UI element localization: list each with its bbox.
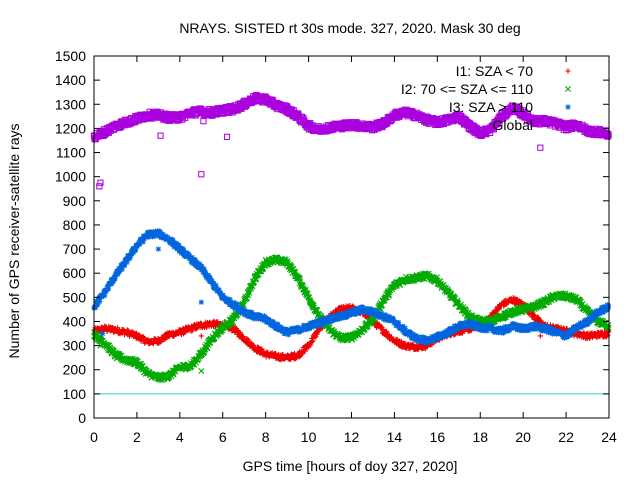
x-axis-label: GPS time [hours of doy 327, 2020] <box>243 458 458 474</box>
series-1-point <box>288 356 294 363</box>
series-3-point <box>102 292 108 298</box>
series-3-outlier-point <box>99 330 106 337</box>
series-3-outlier-point <box>198 299 204 305</box>
series-2-point <box>296 275 303 282</box>
series-1-point <box>379 324 385 330</box>
series-1-point <box>587 335 593 341</box>
series-2-point <box>370 317 377 324</box>
series-1-point <box>251 342 257 348</box>
series-3-point <box>105 286 112 292</box>
series-2-point <box>284 258 291 265</box>
plot-area <box>90 91 612 395</box>
series-2-point <box>299 281 306 288</box>
series-1-outlier-point <box>198 333 204 339</box>
series-3-point <box>112 275 118 282</box>
series-1-point <box>558 324 564 330</box>
series-3-point <box>97 298 103 305</box>
series-2-point <box>386 291 393 298</box>
y-axis-label: Number of GPS receiver-satellite rays <box>6 124 22 359</box>
series-2-outlier-point <box>198 367 205 374</box>
series-2-point <box>244 295 251 302</box>
series-1-outlier-point <box>537 333 543 339</box>
chart-title: NRAYS. SISTED rt 30s mode. 327, 2020. Ma… <box>179 20 520 36</box>
series-2-point <box>314 307 321 314</box>
series-3-outlier-point <box>155 246 161 252</box>
series-2-point <box>230 319 237 326</box>
series-1-point <box>182 329 188 336</box>
series-1-point <box>302 348 308 354</box>
series-1-point <box>383 329 390 335</box>
series-2-point <box>240 301 247 308</box>
series-1-point <box>312 334 318 340</box>
